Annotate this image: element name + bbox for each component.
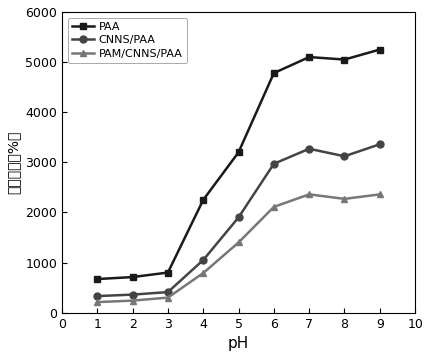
Line: PAA: PAA — [94, 46, 383, 282]
CNNS/PAA — [201, 258, 206, 262]
PAA — [201, 198, 206, 202]
PAA — [236, 150, 241, 154]
Y-axis label: 溶胀倍率（%）: 溶胀倍率（%） — [7, 131, 21, 194]
PAA — [377, 47, 382, 52]
Line: CNNS/PAA: CNNS/PAA — [94, 141, 383, 300]
PAM/CNNS/PAA — [236, 240, 241, 245]
CNNS/PAA — [307, 147, 312, 151]
CNNS/PAA — [95, 294, 100, 298]
Legend: PAA, CNNS/PAA, PAM/CNNS/PAA: PAA, CNNS/PAA, PAM/CNNS/PAA — [68, 18, 187, 63]
PAM/CNNS/PAA — [342, 197, 347, 201]
CNNS/PAA — [236, 215, 241, 219]
CNNS/PAA — [271, 162, 276, 166]
PAA — [271, 71, 276, 75]
PAA — [342, 57, 347, 62]
CNNS/PAA — [166, 290, 171, 294]
PAM/CNNS/PAA — [201, 271, 206, 275]
Line: PAM/CNNS/PAA: PAM/CNNS/PAA — [94, 191, 383, 306]
PAM/CNNS/PAA — [377, 192, 382, 197]
X-axis label: pH: pH — [228, 336, 249, 351]
PAA — [307, 55, 312, 59]
PAM/CNNS/PAA — [130, 299, 135, 303]
PAM/CNNS/PAA — [271, 205, 276, 209]
PAM/CNNS/PAA — [307, 192, 312, 197]
CNNS/PAA — [130, 292, 135, 297]
CNNS/PAA — [342, 154, 347, 159]
PAA — [166, 270, 171, 275]
PAM/CNNS/PAA — [166, 295, 171, 300]
PAA — [95, 277, 100, 281]
PAA — [130, 275, 135, 279]
CNNS/PAA — [377, 142, 382, 146]
PAM/CNNS/PAA — [95, 300, 100, 304]
